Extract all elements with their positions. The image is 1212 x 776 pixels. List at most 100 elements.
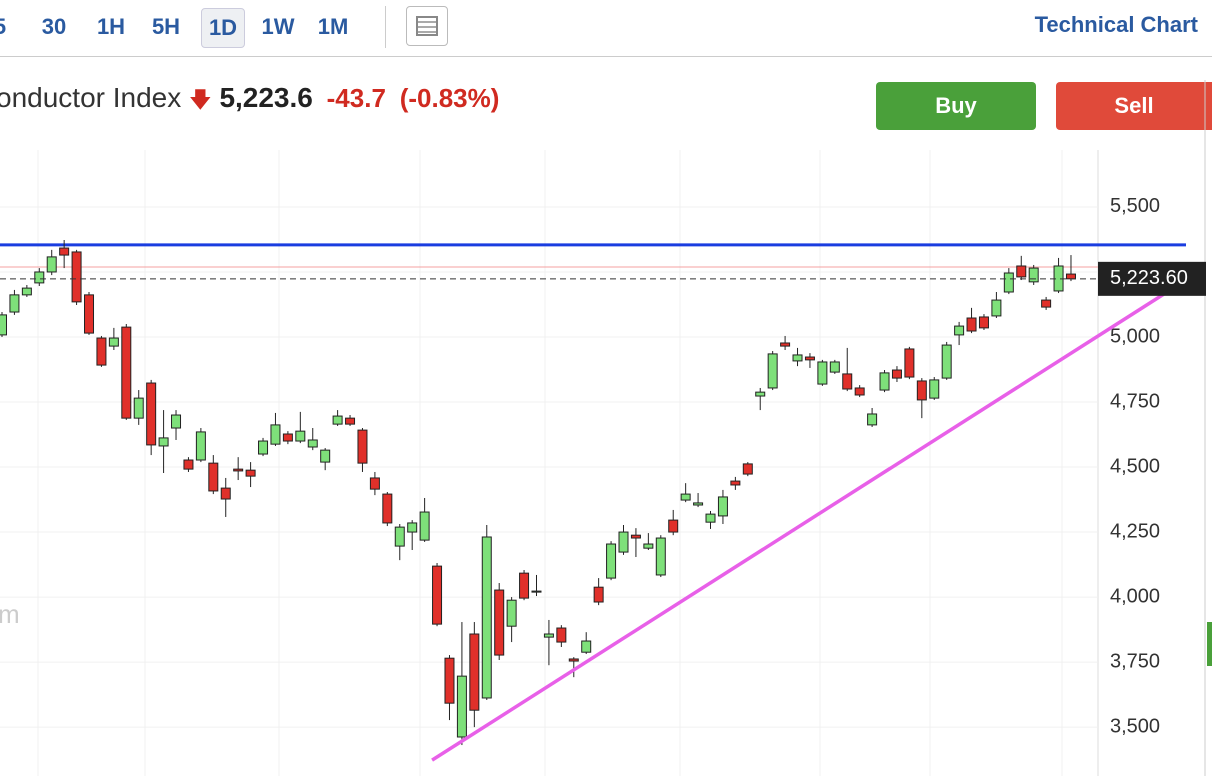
candle-body: [655, 537, 666, 576]
candle-body: [680, 493, 691, 501]
candle-body: [233, 468, 244, 472]
candle-body: [606, 543, 617, 579]
y-tick-label: 3,750: [1110, 650, 1160, 672]
candle-body: [804, 356, 815, 361]
candle-body: [444, 657, 455, 704]
interval-button[interactable]: 1H: [96, 14, 126, 39]
candle-body: [991, 299, 1002, 317]
interval-button[interactable]: 5: [0, 8, 10, 46]
candle-body: [780, 342, 791, 347]
instrument-header: onductor Index 🡇 5,223.6 -43.7 (-0.83%): [0, 82, 499, 121]
icon-glyph: [416, 16, 438, 36]
candle-body: [568, 658, 579, 662]
candle-body: [382, 493, 393, 524]
candle-body: [705, 513, 716, 523]
interval-button[interactable]: 1W: [261, 14, 295, 39]
candle-body: [543, 633, 554, 638]
candle-body: [767, 353, 778, 389]
change: -43.7: [326, 83, 386, 113]
candle-body: [46, 256, 57, 273]
candle-body: [121, 326, 132, 419]
candle-body: [1003, 272, 1014, 293]
candle-body: [258, 440, 269, 455]
y-tick-label: 5,000: [1110, 325, 1160, 347]
candle-body: [792, 354, 803, 362]
candle-body: [394, 526, 405, 547]
candle-body: [1053, 265, 1064, 292]
candle-body: [9, 294, 20, 313]
candle-body: [916, 380, 927, 401]
y-tick-label: 5,250: [1110, 260, 1160, 282]
candle-body: [158, 437, 169, 447]
candle-body: [730, 480, 741, 486]
candle-body: [307, 439, 318, 448]
sell-button[interactable]: Sell: [1056, 82, 1212, 130]
candle-body: [220, 487, 231, 500]
interval-button[interactable]: 1D: [201, 8, 245, 48]
candle-body: [941, 344, 952, 379]
y-tick-label: 4,750: [1110, 390, 1160, 412]
candle-body: [183, 459, 194, 470]
candle-body: [1028, 267, 1039, 283]
candle-body: [519, 572, 530, 599]
candle-body: [332, 415, 343, 425]
candle-body: [195, 431, 206, 461]
candle-body: [593, 586, 604, 603]
candle-body: [270, 424, 281, 445]
candle-body: [96, 337, 107, 366]
candle-body: [21, 287, 32, 296]
toolbar: Technical Chart 5 30 1H 5H 1D 1W 1M: [0, 0, 1212, 57]
candle-body: [966, 317, 977, 332]
price: 5,223.6: [219, 82, 313, 113]
candle-body: [506, 599, 517, 627]
y-tick-label: 4,500: [1110, 455, 1160, 477]
candle-body: [817, 361, 828, 385]
candle-body: [904, 348, 915, 378]
candle-body: [295, 430, 306, 442]
instrument-name: onductor Index: [0, 82, 182, 113]
candle-body: [419, 511, 430, 541]
candle-body: [891, 369, 902, 379]
candle-body: [133, 397, 144, 419]
candle-body: [717, 496, 728, 517]
last-price-label: 5,223.60: [1110, 267, 1188, 289]
change-pct: (-0.83%): [399, 83, 500, 113]
y-tick-label: 5,500: [1110, 195, 1160, 217]
interval-button[interactable]: 5H: [151, 14, 181, 39]
interval-button[interactable]: 30: [41, 14, 67, 39]
down-arrow: 🡇: [189, 87, 212, 112]
toolbar-title: Technical Chart: [1034, 12, 1198, 37]
candle-body: [842, 373, 853, 390]
candle-body: [581, 640, 592, 653]
buy-button[interactable]: Buy: [876, 82, 1036, 130]
candle-body: [618, 531, 629, 553]
candle-body: [693, 502, 704, 506]
candle-body: [146, 382, 157, 446]
candle-body: [668, 519, 679, 533]
candle-body: [531, 590, 542, 593]
candle-body: [357, 429, 368, 464]
candle-body: [867, 413, 878, 426]
interval-button[interactable]: 1M: [317, 14, 349, 39]
candle-body: [954, 325, 965, 336]
candle-body: [481, 536, 492, 699]
candle-body: [556, 627, 567, 643]
candle-body: [1016, 265, 1027, 278]
candle-body: [494, 589, 505, 656]
candle-body: [84, 294, 95, 334]
candle-body: [71, 251, 82, 303]
candle-body: [630, 534, 641, 539]
candle-body: [1041, 299, 1052, 308]
candle-body: [345, 417, 356, 425]
watermark: m: [0, 599, 20, 629]
candle-body: [0, 314, 7, 336]
vertical-grid: [37, 150, 1063, 776]
candle-body: [34, 271, 45, 284]
y-tick-label: 4,250: [1110, 520, 1160, 542]
layout-icon[interactable]: [406, 6, 448, 46]
candle-body: [755, 391, 766, 397]
trendline: [431, 288, 1172, 762]
candle-body: [59, 247, 70, 256]
candle-body: [282, 433, 293, 442]
y-tick-label: 4,000: [1110, 585, 1160, 607]
